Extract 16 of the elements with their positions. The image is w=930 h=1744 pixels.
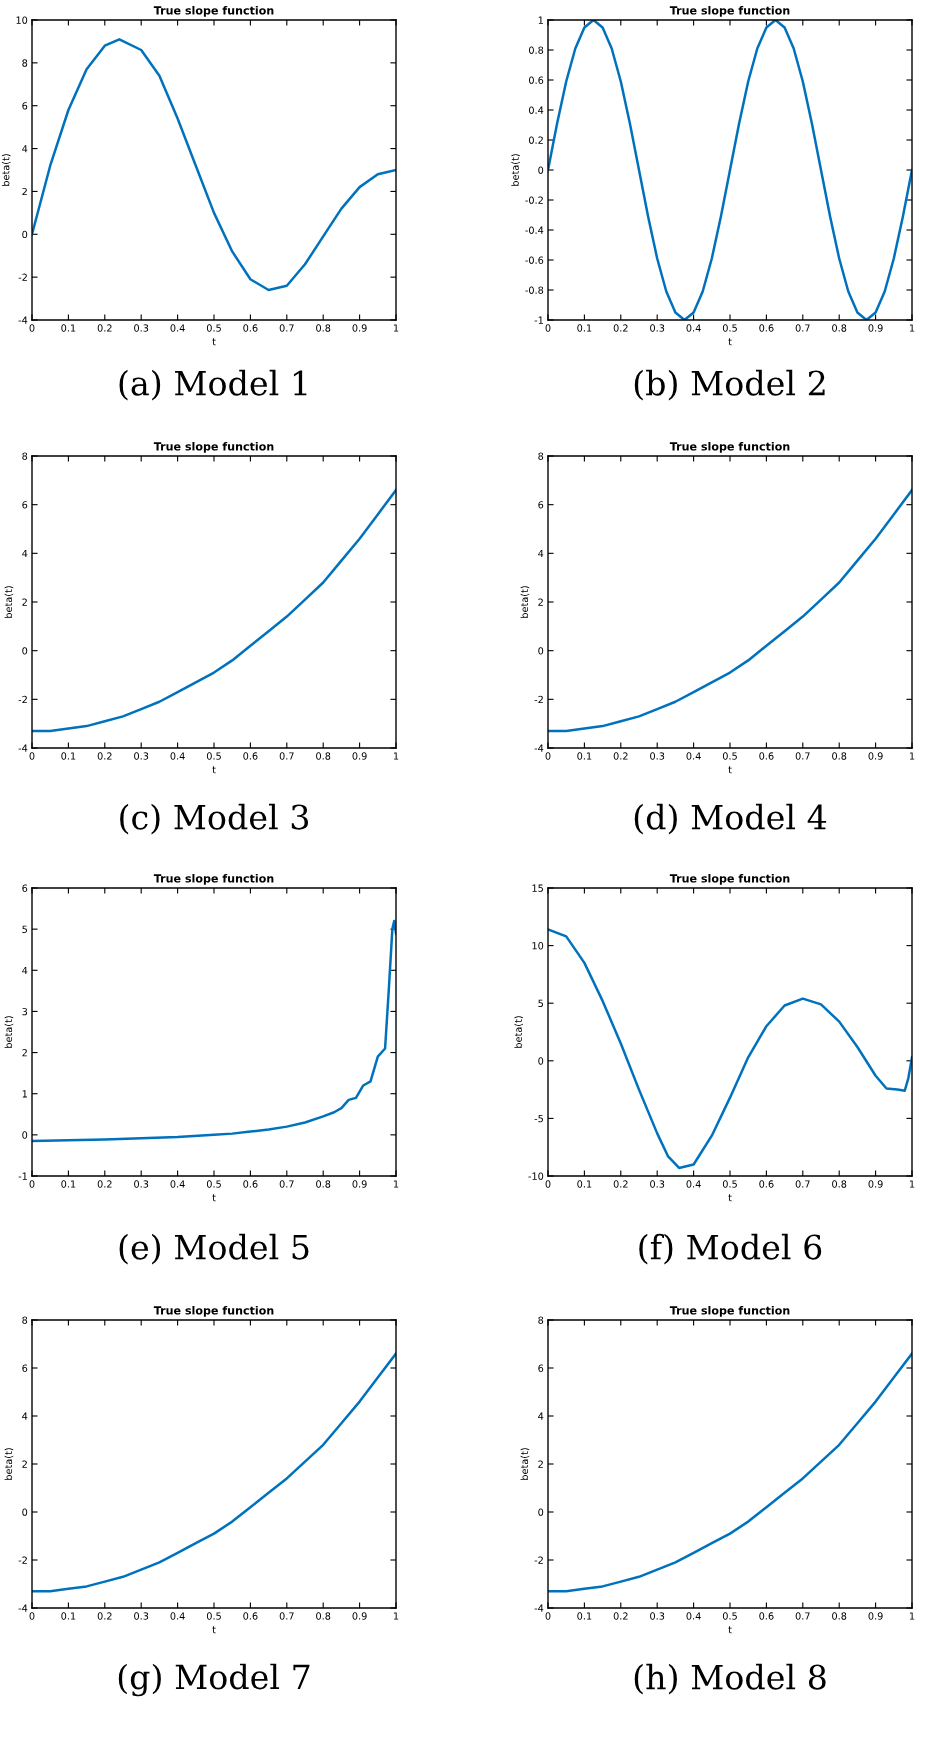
line-series: [32, 919, 396, 1143]
line-series: [548, 1352, 912, 1593]
line-series: [548, 488, 912, 733]
line-series: [548, 20, 912, 320]
text: (d) Model 4: [634, 803, 827, 835]
text: (c) Model 3: [120, 803, 309, 835]
text: (a) Model 1: [119, 369, 307, 401]
line-series: [548, 928, 912, 1170]
text: (e) Model 5: [119, 1233, 309, 1265]
text: (h) Model 8: [634, 1663, 826, 1695]
line-series: [32, 38, 396, 292]
text: (f) Model 6: [639, 1233, 822, 1265]
line-series: [32, 1352, 396, 1593]
text: (g) Model 7: [118, 1663, 310, 1697]
text: (b) Model 2: [634, 369, 825, 401]
line-series: [32, 488, 396, 733]
